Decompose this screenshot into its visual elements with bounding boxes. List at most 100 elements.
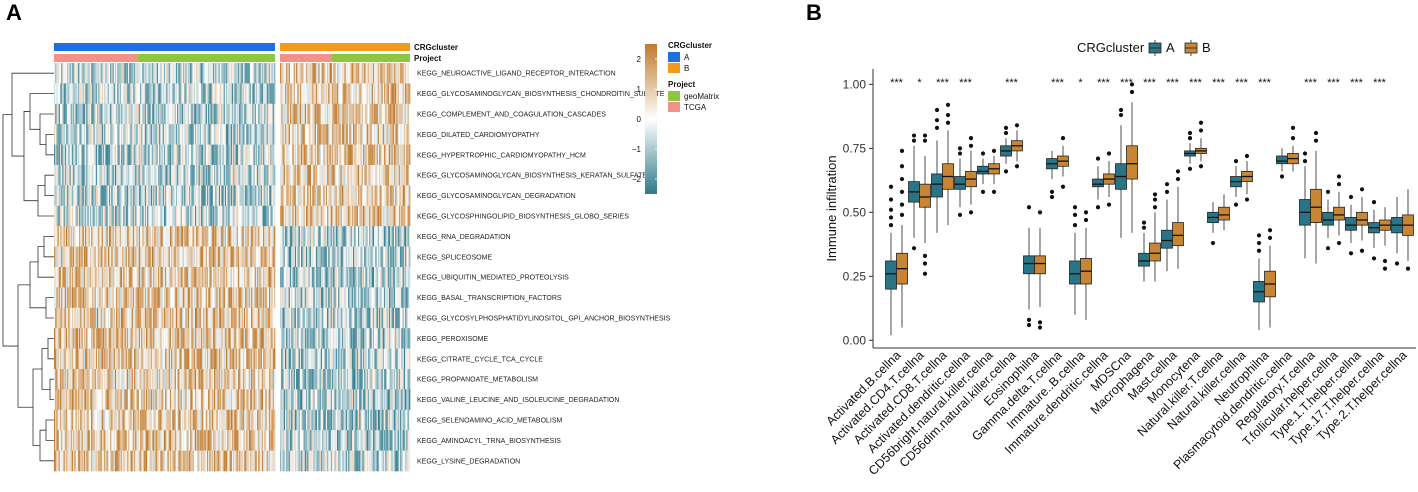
heatmap-cell	[205, 450, 208, 472]
heatmap-cell	[391, 205, 394, 227]
heatmap-cell	[334, 287, 337, 309]
heatmap-cell	[108, 409, 111, 431]
heatmap-cell	[114, 246, 117, 268]
heatmap-cell	[98, 144, 100, 166]
heatmap-cell	[393, 165, 396, 186]
heatmap-cell	[175, 63, 178, 84]
heatmap-cell	[327, 63, 329, 84]
heatmap-cell	[211, 246, 214, 268]
heatmap-cell	[92, 246, 94, 268]
heatmap-cell	[59, 205, 62, 227]
heatmap-cell	[188, 287, 191, 309]
heatmap-cell	[393, 287, 396, 309]
heatmap-cell	[126, 389, 129, 411]
heatmap-cell	[54, 307, 56, 329]
heatmap-cell	[263, 430, 265, 451]
heatmap-cell	[222, 205, 224, 227]
heatmap-cell	[369, 246, 371, 268]
heatmap-cell	[100, 430, 103, 451]
heatmap-cell	[218, 348, 221, 370]
heatmap-cell	[287, 226, 290, 247]
heatmap-cell	[338, 124, 340, 145]
heatmap-cell	[137, 348, 140, 370]
heatmap-cell	[99, 450, 101, 472]
heatmap-cell	[310, 246, 313, 268]
heatmap-cell	[173, 389, 175, 411]
heatmap-cell	[323, 63, 325, 84]
heatmap-cell	[307, 63, 309, 84]
heatmap-cell	[77, 124, 80, 145]
heatmap-cell	[190, 307, 192, 329]
heatmap-cell	[54, 389, 56, 411]
heatmap-cell	[76, 83, 79, 105]
heatmap-cell	[230, 450, 233, 472]
heatmap-cell	[143, 165, 146, 186]
heatmap-cell	[118, 328, 121, 349]
heatmap-cell	[217, 328, 220, 349]
heatmap-cell	[388, 83, 391, 105]
heatmap-cell	[349, 63, 351, 84]
heatmap-cell	[64, 103, 67, 125]
heatmap-cell	[142, 165, 144, 186]
heatmap-cell	[251, 409, 253, 431]
heatmap-cell	[147, 307, 149, 329]
heatmap-cell	[86, 144, 88, 166]
heatmap-cell	[145, 430, 148, 451]
heatmap-cell	[156, 430, 159, 451]
heatmap-cell	[246, 165, 248, 186]
heatmap-cell	[130, 226, 132, 247]
heatmap-cell	[181, 307, 184, 329]
heatmap-cell	[236, 103, 239, 125]
heatmap-cell	[108, 430, 111, 451]
heatmap-cell	[197, 103, 199, 125]
heatmap-cell	[147, 430, 149, 451]
heatmap-cell	[82, 369, 85, 390]
heatmap-cell	[223, 226, 226, 247]
heatmap-cell	[160, 430, 162, 451]
heatmap-cell	[226, 409, 228, 431]
heatmap-cell	[128, 205, 130, 227]
heatmap-cell	[200, 430, 203, 451]
heatmap-cell	[88, 103, 91, 125]
heatmap-cell	[194, 328, 197, 349]
heatmap-cell	[118, 307, 121, 329]
heatmap-cell	[157, 328, 160, 349]
heatmap-cell	[307, 83, 309, 105]
heatmap-cell	[63, 205, 66, 227]
heatmap-cell	[156, 287, 159, 309]
heatmap-cell	[355, 185, 358, 207]
heatmap-cell	[156, 369, 159, 390]
heatmap-cell	[166, 205, 168, 227]
heatmap-cell	[83, 205, 86, 227]
heatmap-cell	[214, 328, 216, 349]
heatmap-cell	[360, 226, 363, 247]
heatmap-cell	[71, 389, 74, 411]
heatmap-cell	[215, 165, 217, 186]
heatmap-cell	[287, 165, 290, 186]
heatmap-cell	[233, 63, 235, 84]
heatmap-cell	[257, 307, 259, 329]
heatmap-cell	[177, 348, 179, 370]
heatmap-cell	[167, 226, 170, 247]
heatmap-cell	[193, 267, 196, 288]
heatmap-cell	[157, 450, 160, 472]
heatmap-cell	[168, 246, 171, 268]
heatmap-cell	[105, 185, 107, 207]
heatmap-cell	[154, 287, 156, 309]
heatmap-cell	[386, 165, 389, 186]
heatmap-cell	[89, 205, 92, 227]
heatmap-cell	[287, 144, 290, 166]
heatmap-cell	[106, 348, 109, 370]
heatmap-cell	[323, 103, 325, 125]
heatmap-cell	[134, 103, 136, 125]
heatmap-cell	[81, 144, 84, 166]
heatmap-cell	[343, 205, 345, 227]
heatmap-cell	[174, 63, 177, 84]
heatmap-cell	[366, 63, 369, 84]
heatmap-cell	[192, 430, 195, 451]
heatmap-cell	[247, 307, 250, 329]
heatmap-cell	[151, 307, 154, 329]
heatmap-cell	[247, 246, 250, 268]
heatmap-cell	[374, 246, 376, 268]
heatmap-cell	[191, 430, 193, 451]
